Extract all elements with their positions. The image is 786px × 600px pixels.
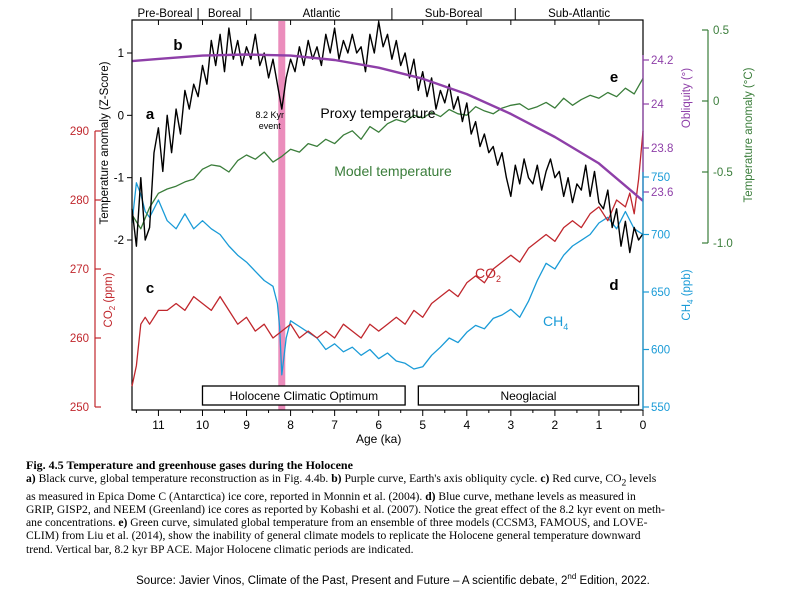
- obliquity-tick-label: 24.2: [651, 55, 673, 67]
- caption-run: 2: [621, 477, 627, 489]
- event-label: 8.2 Kyr: [256, 110, 285, 120]
- ch4-tick-label: 550: [651, 402, 670, 414]
- caption-run: ane concentrations.: [26, 516, 119, 530]
- co2-tick-label: 270: [70, 264, 89, 276]
- panel-letter: a: [146, 106, 155, 123]
- tempc-tick-label: -0.5: [713, 167, 733, 179]
- ch4-annotation: CH4: [543, 313, 568, 332]
- zscore-tick-label: 1: [118, 48, 124, 60]
- period-label: Pre-Boreal: [138, 8, 193, 20]
- ch4-tick-label: 650: [651, 287, 670, 299]
- obliquity-tick-label: 24: [651, 99, 664, 111]
- x-tick-label: 8: [287, 418, 294, 432]
- caption-title: Fig. 4.5 Temperature and greenhouse gase…: [26, 458, 353, 472]
- caption-line: CLIM) from Liu et al. (2014), show the i…: [26, 529, 762, 542]
- source-tail: Edition, 2022.: [576, 574, 650, 587]
- co2-tick-label: 290: [70, 126, 89, 138]
- x-tick-label: 4: [463, 418, 470, 432]
- band-label: Neoglacial: [500, 389, 556, 403]
- ch4-tick-label: 600: [651, 345, 670, 357]
- tempc-tick-label: -1.0: [713, 238, 733, 250]
- caption-run: Purple curve, Earth's axis obliquity cyc…: [341, 472, 541, 486]
- ch4-tick-label: 700: [651, 230, 670, 242]
- panel-letter: d: [609, 277, 618, 294]
- x-tick-label: 3: [508, 418, 515, 432]
- caption-run: trend. Vertical bar, 8.2 kyr BP ACE. Maj…: [26, 542, 414, 556]
- panel-letter: c: [146, 280, 154, 297]
- x-tick-label: 10: [196, 418, 210, 432]
- zscore-tick-label: -2: [114, 235, 124, 247]
- co2-tick-label: 260: [70, 333, 89, 345]
- caption-line: trend. Vertical bar, 8.2 kyr BP ACE. Maj…: [26, 543, 762, 556]
- zscore-tick-label: -1: [114, 173, 124, 185]
- x-tick-label: 2: [552, 418, 559, 432]
- x-tick-label: 7: [331, 418, 338, 432]
- caption-body: a) Black curve, global temperature recon…: [26, 472, 762, 556]
- period-band: [201, 385, 406, 406]
- period-band: [417, 385, 640, 406]
- caption-run: d): [425, 489, 436, 503]
- tempc-axis-label: Temperature anomaly (°C): [743, 67, 755, 202]
- caption-run: c): [540, 472, 550, 486]
- ch4-axis-label: CH4 (ppb): [681, 269, 695, 320]
- x-tick-label: 6: [375, 418, 382, 432]
- source-text: Source: Javier Vinos, Climate of the Pas…: [136, 574, 568, 587]
- caption-run: levels: [626, 472, 657, 486]
- caption-run: Black curve, global temperature reconstr…: [35, 472, 332, 486]
- plot-frame: [131, 19, 644, 411]
- caption-run: a): [26, 472, 36, 486]
- period-label: Atlantic: [303, 8, 341, 20]
- holocene-figure: 8.2 Kyr event Pre-Boreal Boreal Atlantic Sub-…: [70, 8, 755, 446]
- co2-tick-label: 250: [70, 402, 89, 414]
- panel-letter: e: [610, 69, 618, 86]
- obliquity-axis-label: Obliquity (°): [681, 68, 693, 128]
- model-label: Model temperature: [334, 163, 452, 179]
- caption-run: e): [118, 516, 128, 530]
- x-tick-label: 9: [243, 418, 250, 432]
- caption-line: ane concentrations. e) Green curve, simu…: [26, 516, 762, 529]
- period-label: Sub-Atlantic: [548, 8, 610, 20]
- caption-run: CLIM) from Liu et al. (2014), show the i…: [26, 529, 641, 543]
- band-label: Holocene Climatic Optimum: [229, 389, 378, 403]
- tempc-tick-label: 0: [713, 96, 719, 108]
- x-tick-label: 11: [152, 418, 165, 432]
- period-label: Sub-Boreal: [425, 8, 483, 20]
- x-tick-label: 1: [596, 418, 603, 432]
- tempc-tick-label: 0.5: [713, 25, 729, 37]
- x-tick-label: 0: [640, 418, 647, 432]
- caption-run: Green curve, simulated global temperatur…: [127, 516, 648, 530]
- caption-line: GRIP, GISP2, and NEEM (Greenland) ice co…: [26, 503, 762, 516]
- ch4-curve: [131, 182, 644, 376]
- panel-letter: b: [173, 37, 182, 54]
- obliquity-tick-label: 23.8: [651, 143, 673, 155]
- caption-run: b): [331, 472, 342, 486]
- x-tick-label: 5: [419, 418, 426, 432]
- zscore-tick-label: 0: [118, 110, 124, 122]
- zscore-axis-label: Temperature anomaly (Z-Score): [99, 61, 111, 224]
- caption-run: Blue curve, methane levels as measured i…: [435, 489, 636, 503]
- period-label: Boreal: [208, 8, 241, 20]
- co2-axis-label: CO2 (ppm): [103, 272, 117, 327]
- caption-line: as measured in Epica Dome C (Antarctica)…: [26, 490, 762, 503]
- caption-run: Red curve, CO: [549, 472, 622, 486]
- co2-curve: [131, 130, 644, 387]
- caption-line: a) Black curve, global temperature recon…: [26, 472, 762, 490]
- proxy-label: Proxy temperature: [320, 105, 435, 121]
- co2-annotation: CO2: [475, 265, 501, 284]
- obliquity-tick-label: 23.6: [651, 187, 673, 199]
- event-label: event: [259, 121, 282, 131]
- ch4-tick-label: 750: [651, 172, 670, 184]
- source-line: Source: Javier Vinos, Climate of the Pas…: [0, 572, 786, 587]
- co2-tick-label: 280: [70, 195, 89, 207]
- x-axis-label: Age (ka): [356, 432, 401, 446]
- source-superscript: nd: [567, 572, 577, 581]
- caption-run: GRIP, GISP2, and NEEM (Greenland) ice co…: [26, 502, 665, 516]
- event-bar: [278, 21, 286, 410]
- caption-run: as measured in Epica Dome C (Antarctica)…: [26, 489, 426, 503]
- figure-caption: Fig. 4.5 Temperature and greenhouse gase…: [26, 458, 762, 556]
- model-temperature-curve: [131, 77, 644, 230]
- obliquity-curve: [131, 53, 644, 202]
